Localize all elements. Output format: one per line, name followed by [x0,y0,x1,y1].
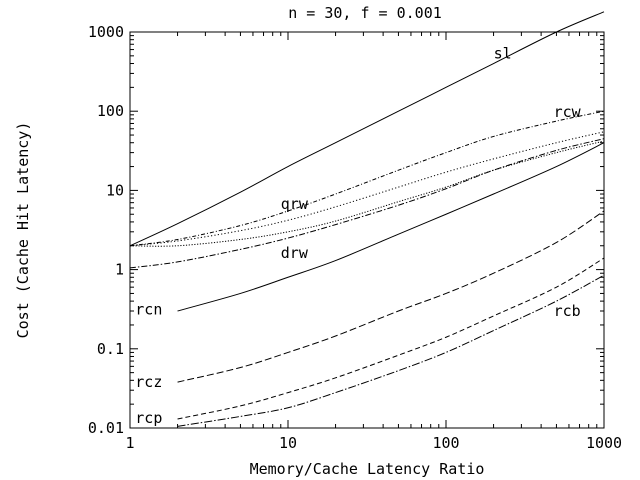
series-line-rcb [129,138,605,269]
y-tick-label: 10 [106,181,124,199]
y-tick-label: 0.1 [97,340,124,358]
series-line-rcz [177,210,605,383]
series-line-rcp [177,257,605,420]
y-tick-label: 0.01 [88,419,124,437]
series-line-rcn [177,142,605,312]
series-line-qrw [129,131,605,247]
series-label-qrw: qrw [281,195,309,213]
y-axis: 0.01 0.1 1 10 100 1000 [88,23,604,437]
series-label-rcp: rcp [135,409,162,427]
series-label-drw: drw [281,244,309,262]
chart-title: n = 30, f = 0.001 [288,4,442,22]
series-lines [129,11,605,427]
x-tick-label: 1000 [586,434,622,452]
y-axis-label: Cost (Cache Hit Latency) [14,122,32,339]
x-axis-label: Memory/Cache Latency Ratio [250,460,485,478]
x-tick-label: 100 [432,434,459,452]
y-tick-label: 100 [97,102,124,120]
series-line-unlabeled [177,274,605,427]
series-label-rcn: rcn [135,301,162,319]
x-axis: 1 10 100 1000 [125,32,622,452]
x-tick-label: 10 [279,434,297,452]
plot-frame [129,31,605,429]
series-label-rcb: rcb [554,302,581,320]
series-label-rcz: rcz [135,373,162,391]
series-line-sl [129,11,605,247]
x-tick-label: 1 [125,434,134,452]
series-label-rcw: rcw [554,103,582,121]
series-label-sl: sl [494,45,512,63]
series-line-rcw [129,110,605,247]
series-line-drw [129,140,605,247]
y-tick-label: 1000 [88,23,124,41]
series-labels: sl rcw qrw drw rcn rcb rcz rcp [135,45,581,427]
y-tick-label: 1 [115,261,124,279]
